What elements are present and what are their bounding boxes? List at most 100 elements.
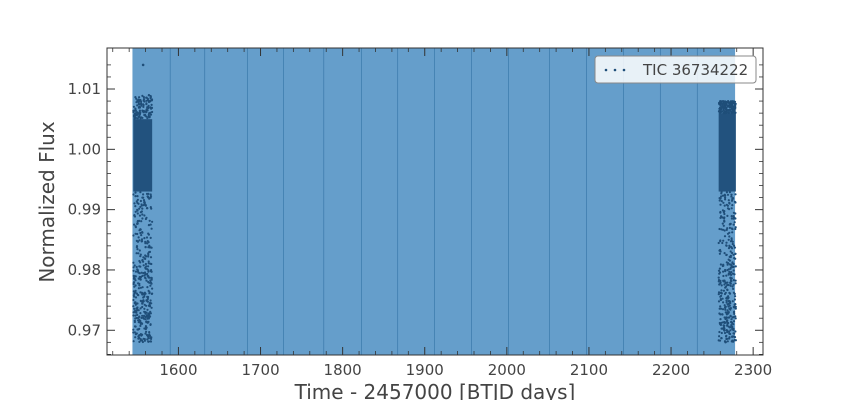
data-point — [144, 246, 147, 249]
data-point — [718, 101, 721, 104]
data-point — [146, 99, 150, 102]
data-point — [719, 318, 722, 321]
data-point — [139, 191, 142, 194]
data-point — [139, 116, 142, 119]
data-point — [149, 340, 153, 343]
data-point — [725, 261, 728, 264]
data-point — [151, 110, 154, 114]
data-point — [133, 331, 136, 334]
data-point — [722, 109, 725, 112]
data-point — [144, 332, 147, 335]
data-point — [719, 263, 723, 266]
data-point — [723, 219, 726, 222]
data-point — [132, 305, 135, 308]
data-point — [141, 293, 144, 296]
data-point — [149, 236, 152, 239]
data-point — [731, 100, 734, 103]
data-point — [140, 103, 143, 106]
plot-area — [132, 48, 738, 355]
data-point — [144, 315, 147, 319]
data-point — [134, 191, 137, 194]
data-point — [134, 314, 137, 317]
data-point — [150, 269, 153, 272]
data-point — [726, 340, 729, 343]
data-point — [723, 212, 726, 216]
data-point — [719, 203, 722, 206]
data-point — [139, 324, 142, 327]
data-point — [146, 338, 149, 341]
data-point — [136, 117, 139, 120]
data-point — [728, 326, 731, 329]
data-point — [138, 327, 141, 330]
data-point — [133, 285, 136, 288]
data-point — [730, 324, 733, 327]
data-point — [142, 260, 145, 263]
data-point — [726, 331, 729, 334]
data-point — [734, 257, 737, 260]
data-point — [731, 325, 734, 328]
data-point — [137, 316, 140, 319]
data-point — [719, 239, 722, 242]
data-point — [720, 108, 723, 111]
data-point — [132, 234, 135, 237]
data-point — [719, 323, 723, 326]
data-point — [133, 307, 136, 310]
data-point — [137, 271, 140, 274]
data-point — [719, 210, 722, 214]
data-point — [727, 199, 730, 202]
data-point — [730, 215, 733, 218]
data-point — [138, 207, 141, 210]
data-point — [150, 107, 153, 110]
data-point — [723, 316, 726, 319]
data-point — [144, 203, 147, 206]
data-point — [718, 321, 721, 325]
data-point — [734, 317, 737, 320]
data-point — [136, 113, 139, 116]
data-point — [147, 312, 151, 315]
data-point — [147, 255, 150, 258]
data-point — [143, 339, 146, 342]
data-point — [728, 226, 732, 229]
y-tick-label: 0.98 — [68, 261, 101, 279]
data-point — [732, 107, 735, 110]
data-point — [731, 228, 734, 231]
data-point — [147, 336, 150, 340]
data-point — [728, 208, 731, 211]
data-point — [731, 285, 734, 288]
data-point — [142, 105, 145, 108]
data-point — [146, 106, 149, 109]
x-tick-label: 2200 — [652, 361, 690, 379]
data-point — [136, 222, 139, 225]
data-point — [146, 117, 149, 120]
data-point — [147, 260, 150, 263]
data-point — [142, 264, 145, 267]
data-point — [149, 195, 153, 198]
data-point — [730, 271, 733, 274]
data-point — [139, 312, 142, 315]
data-point — [147, 252, 150, 255]
data-point — [732, 253, 735, 256]
data-point — [135, 97, 138, 100]
data-point — [730, 207, 733, 210]
data-point — [134, 195, 137, 198]
data-band — [718, 113, 736, 192]
data-point — [734, 295, 737, 298]
data-point — [133, 277, 136, 280]
data-point — [142, 109, 145, 113]
data-point — [734, 226, 737, 229]
data-point — [149, 99, 153, 102]
data-point — [134, 303, 137, 306]
data-point — [730, 246, 733, 249]
data-point — [150, 270, 153, 273]
data-point — [147, 275, 150, 278]
data-point — [733, 111, 737, 114]
data-point — [147, 100, 151, 104]
data-point — [133, 202, 136, 205]
data-point — [728, 263, 732, 266]
data-point — [728, 337, 731, 340]
data-point — [145, 279, 148, 282]
data-point — [725, 329, 728, 332]
data-point — [721, 297, 724, 300]
data-point — [734, 212, 737, 215]
data-point — [723, 324, 726, 327]
